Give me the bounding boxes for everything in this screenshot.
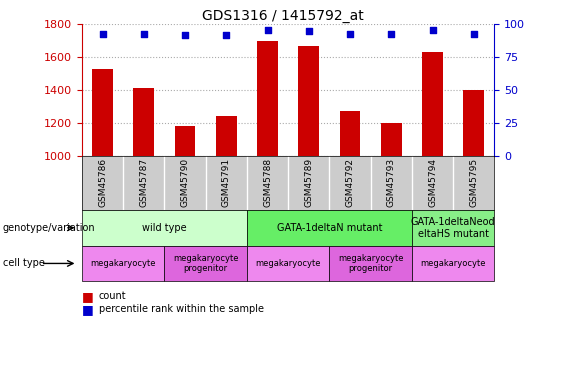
Bar [463, 90, 484, 156]
Text: GSM45794: GSM45794 [428, 158, 437, 207]
Text: GSM45786: GSM45786 [98, 158, 107, 207]
Text: GATA-1deltaN mutant: GATA-1deltaN mutant [277, 223, 382, 233]
Text: GDS1316 / 1415792_at: GDS1316 / 1415792_at [202, 9, 363, 23]
Text: GSM45788: GSM45788 [263, 158, 272, 207]
Text: GATA-1deltaNeod
eltaHS mutant: GATA-1deltaNeod eltaHS mutant [411, 217, 496, 238]
Text: megakaryocyte
progenitor: megakaryocyte progenitor [338, 254, 403, 273]
Point [470, 31, 479, 37]
Text: count: count [99, 291, 127, 301]
Text: percentile rank within the sample: percentile rank within the sample [99, 304, 264, 314]
Point [305, 28, 314, 34]
Text: GSM45789: GSM45789 [305, 158, 313, 207]
Text: wild type: wild type [142, 223, 186, 233]
Text: megakaryocyte: megakaryocyte [255, 259, 321, 268]
Point [387, 31, 396, 37]
Point [98, 31, 107, 37]
Text: GSM45792: GSM45792 [346, 158, 354, 207]
Point [181, 32, 190, 38]
Point [263, 27, 272, 33]
Bar [92, 69, 113, 156]
Bar [216, 116, 237, 156]
Point [221, 32, 231, 38]
Point [428, 27, 437, 33]
Text: megakaryocyte
progenitor: megakaryocyte progenitor [173, 254, 238, 273]
Text: cell type: cell type [3, 258, 45, 268]
Text: GSM45795: GSM45795 [470, 158, 478, 207]
Text: GSM45787: GSM45787 [140, 158, 148, 207]
Bar [422, 52, 443, 156]
Point [139, 31, 148, 37]
Bar [340, 111, 360, 156]
Text: GSM45790: GSM45790 [181, 158, 189, 207]
Bar [381, 123, 402, 156]
Text: GSM45791: GSM45791 [222, 158, 231, 207]
Text: ■: ■ [82, 290, 94, 303]
Text: megakaryocyte: megakaryocyte [90, 259, 156, 268]
Bar [257, 41, 278, 156]
Text: ■: ■ [82, 303, 94, 316]
Text: GSM45793: GSM45793 [387, 158, 396, 207]
Point [346, 31, 355, 37]
Bar [133, 88, 154, 156]
Bar [298, 46, 319, 156]
Bar [175, 126, 195, 156]
Text: genotype/variation: genotype/variation [3, 223, 95, 233]
Text: megakaryocyte: megakaryocyte [420, 259, 486, 268]
